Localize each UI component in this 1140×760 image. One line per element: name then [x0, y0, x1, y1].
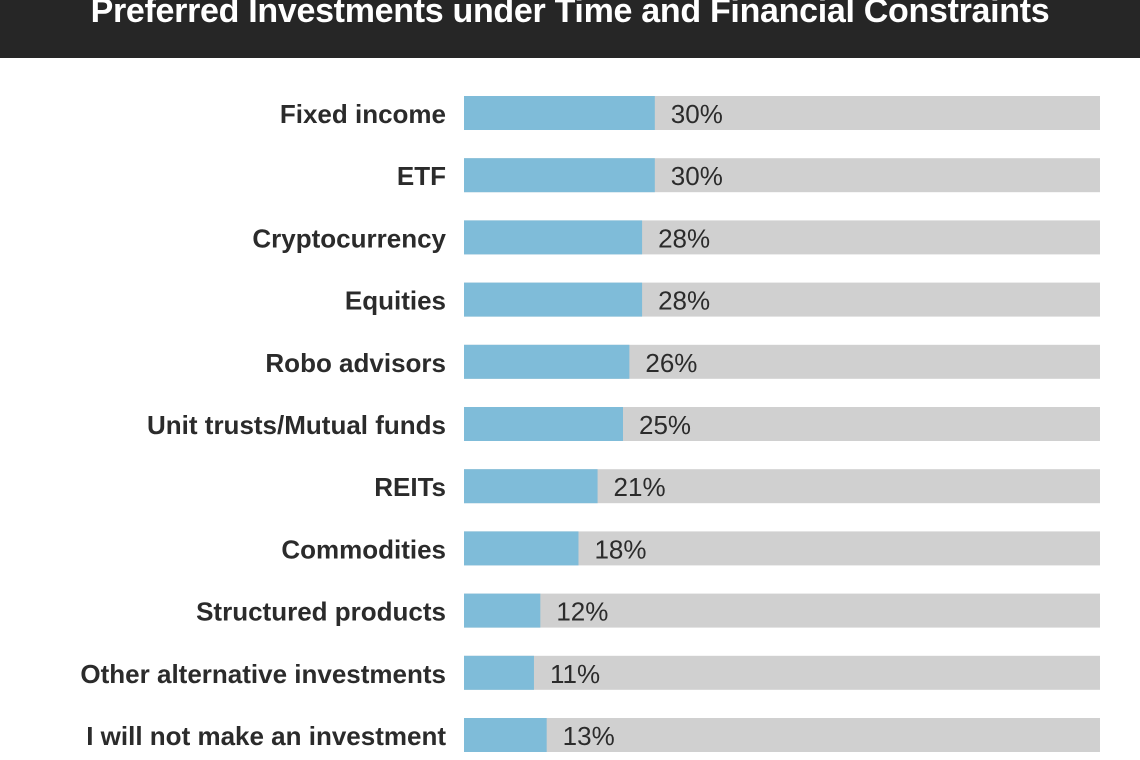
value-label: 12% — [556, 597, 608, 627]
bar-track — [464, 718, 1100, 752]
bar — [464, 469, 598, 504]
bar-track — [464, 655, 1100, 690]
category-label: REITs — [374, 472, 446, 502]
value-label: 28% — [658, 286, 710, 316]
bar — [464, 593, 541, 628]
category-label: Equities — [345, 286, 446, 316]
bar — [464, 282, 643, 317]
bar-track — [464, 593, 1100, 628]
bar — [464, 344, 630, 379]
category-label: Fixed income — [280, 99, 446, 129]
bar — [464, 531, 579, 566]
bar — [464, 407, 623, 441]
value-label: 18% — [594, 534, 646, 564]
value-label: 26% — [645, 348, 697, 378]
category-label: Robo advisors — [265, 348, 446, 378]
value-label: 30% — [671, 161, 723, 191]
category-label: ETF — [397, 161, 446, 191]
value-label: 11% — [550, 659, 600, 689]
category-label: Other alternative investments — [80, 659, 446, 689]
category-label: Unit trusts/Mutual funds — [147, 410, 446, 440]
value-label: 13% — [563, 721, 615, 751]
chart-title: Preferred Investments under Time and Fin… — [90, 0, 1050, 30]
value-label: 25% — [639, 410, 691, 440]
title-bar: Preferred Investments under Time and Fin… — [0, 0, 1140, 58]
category-label: Structured products — [196, 597, 446, 627]
category-label: Cryptocurrency — [252, 223, 446, 253]
bar — [464, 158, 655, 193]
category-label: I will not make an investment — [86, 721, 446, 751]
bar — [464, 655, 534, 690]
bar — [464, 220, 643, 255]
value-label: 28% — [658, 223, 710, 253]
value-label: 30% — [671, 99, 723, 129]
category-label: Commodities — [281, 534, 446, 564]
bar — [464, 96, 655, 130]
bar — [464, 718, 547, 752]
value-label: 21% — [614, 472, 666, 502]
